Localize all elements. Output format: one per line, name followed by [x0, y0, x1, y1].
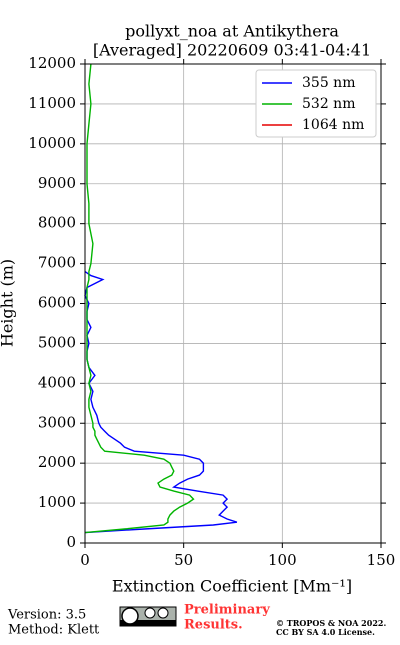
copyright: CC BY SA 4.0 License.: [276, 627, 375, 637]
y-tick-label: 5000: [38, 333, 76, 351]
y-tick-label: 2000: [38, 453, 76, 471]
preliminary: Preliminary: [184, 603, 270, 618]
profile-line: [84, 271, 238, 534]
legend-label: 355 nm: [302, 75, 355, 91]
x-axis-label: Extinction Coefficient [Mm⁻¹]: [112, 577, 352, 596]
version: Version: 3.5: [7, 608, 86, 623]
legend-label: 1064 nm: [302, 117, 364, 133]
y-tick-label: 0: [66, 533, 76, 551]
x-tick-label: 50: [174, 551, 193, 569]
y-tick-label: 7000: [38, 254, 76, 272]
y-tick-label: 4000: [38, 373, 76, 391]
copyright: © TROPOS & NOA 2022.: [276, 618, 386, 628]
y-tick-label: 10000: [28, 134, 76, 152]
x-tick-label: 100: [268, 551, 297, 569]
y-tick-label: 9000: [38, 174, 76, 192]
chart-title: pollyxt_noa at Antikythera: [125, 22, 339, 41]
legend-box: [255, 69, 377, 138]
x-tick-label: 150: [367, 551, 396, 569]
preliminary: Results.: [184, 618, 243, 633]
method: Method: Klett: [8, 623, 100, 638]
y-axis-label: Height (m): [0, 259, 17, 347]
profile-line: [84, 63, 195, 534]
y-tick-label: 6000: [38, 294, 76, 312]
chart-title: [Averaged] 20220609 03:41-04:41: [93, 41, 371, 60]
y-tick-label: 3000: [38, 413, 76, 431]
y-tick-label: 8000: [38, 214, 76, 232]
x-tick-label: 0: [80, 551, 90, 569]
plot-frame: [84, 63, 382, 544]
y-tick-label: 11000: [28, 94, 76, 112]
y-tick-label: 12000: [28, 54, 76, 72]
cc-logo: [119, 606, 177, 627]
legend-label: 532 nm: [302, 96, 355, 112]
y-tick-label: 1000: [38, 493, 76, 511]
